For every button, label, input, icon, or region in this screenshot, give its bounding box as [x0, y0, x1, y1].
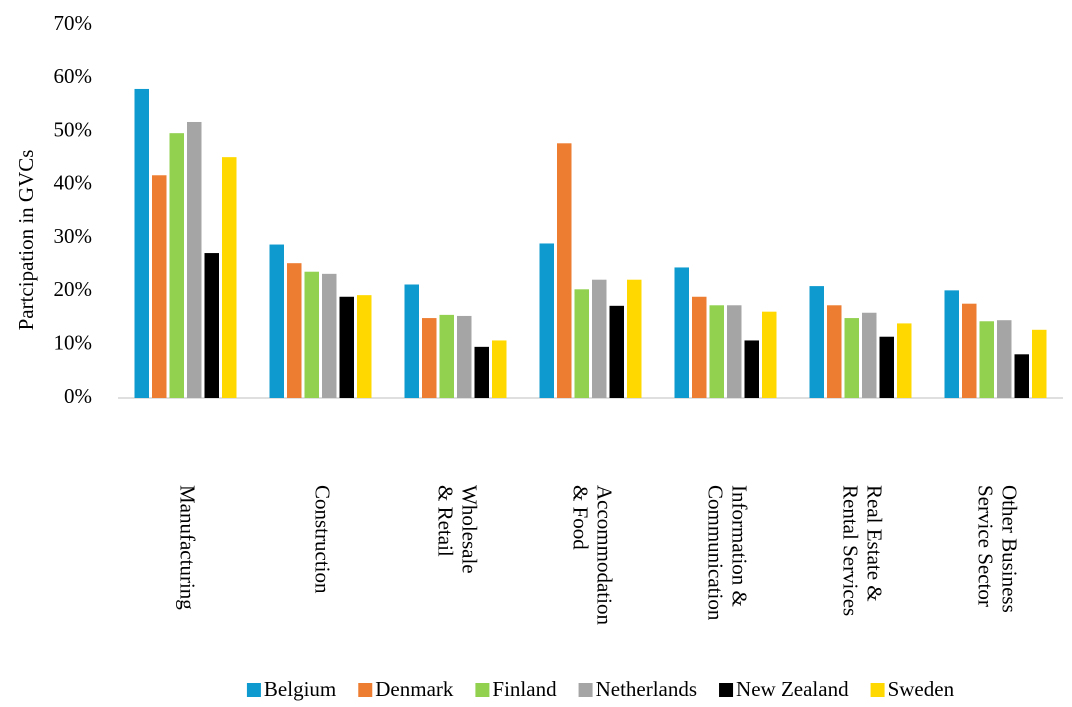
- bar: [404, 284, 419, 398]
- bar: [609, 305, 624, 398]
- x-tick-label: & Retail: [434, 485, 458, 557]
- bar: [539, 243, 554, 398]
- bar: [557, 143, 572, 398]
- bar: [809, 286, 824, 398]
- bar: [962, 303, 977, 398]
- bar: [997, 320, 1012, 398]
- y-tick-label: 70%: [54, 11, 93, 35]
- bar: [169, 133, 184, 399]
- bar: [674, 267, 689, 398]
- x-tick-label: Service Sector: [974, 485, 998, 607]
- bar: [727, 305, 742, 398]
- bar: [457, 315, 472, 398]
- x-tick-label: Construction: [311, 485, 335, 594]
- bar: [339, 296, 354, 398]
- y-tick-label: 60%: [54, 64, 93, 88]
- y-tick-label: 30%: [54, 224, 93, 248]
- bar: [592, 279, 607, 398]
- x-tick-label: Wholesale: [458, 485, 482, 574]
- bar: [1032, 329, 1047, 398]
- bar: [187, 121, 202, 398]
- y-tick-label: 40%: [54, 171, 93, 195]
- y-tick-label: 50%: [54, 117, 93, 141]
- y-tick-label: 20%: [54, 277, 93, 301]
- legend-label: New Zealand: [736, 677, 849, 701]
- bar: [744, 340, 759, 398]
- x-tick-label: Information &: [728, 485, 752, 607]
- x-tick-label: & Food: [569, 485, 593, 550]
- x-tick-label: Accommodation: [593, 485, 617, 625]
- bar: [304, 271, 319, 398]
- bar: [944, 290, 959, 398]
- legend-label: Finland: [492, 677, 557, 701]
- bar: [474, 346, 489, 398]
- bar: [152, 175, 167, 398]
- x-tick-label: Manufacturing: [176, 485, 200, 610]
- bar: [844, 318, 859, 398]
- legend-swatch: [719, 683, 734, 697]
- bar: [879, 336, 894, 398]
- bar: [422, 318, 437, 398]
- y-tick-label: 10%: [54, 331, 93, 355]
- bar: [439, 314, 454, 398]
- bar: [322, 273, 337, 398]
- bar: [222, 157, 237, 398]
- bar: [979, 321, 994, 398]
- bar: [862, 312, 877, 398]
- bar: [492, 340, 507, 398]
- bar: [269, 244, 284, 398]
- legend-swatch: [870, 683, 885, 697]
- legend-label: Belgium: [264, 677, 336, 701]
- bar: [762, 311, 777, 398]
- y-axis-title: Partcipation in GVCs: [14, 150, 38, 331]
- legend-swatch: [578, 683, 593, 697]
- legend-label: Denmark: [375, 677, 454, 701]
- bar: [692, 296, 707, 398]
- bar: [357, 295, 372, 398]
- legend-label: Netherlands: [596, 677, 697, 701]
- x-tick-label: Real Estate &: [863, 485, 887, 602]
- x-tick-label: Rental Services: [839, 485, 863, 616]
- legend-swatch: [246, 683, 261, 697]
- bar: [574, 289, 589, 398]
- bar: [287, 263, 302, 398]
- legend-swatch: [475, 683, 490, 697]
- bar: [709, 305, 724, 398]
- x-tick-label: Other Business: [998, 485, 1022, 613]
- bar: [134, 88, 149, 398]
- bar: [204, 253, 219, 398]
- bar: [1014, 354, 1029, 398]
- y-tick-label: 0%: [64, 384, 92, 408]
- bar: [627, 279, 642, 398]
- legend-label: Sweden: [888, 677, 955, 701]
- legend-swatch: [358, 683, 373, 697]
- x-tick-label: Communication: [704, 485, 728, 621]
- bar: [827, 305, 842, 398]
- bar: [897, 323, 912, 398]
